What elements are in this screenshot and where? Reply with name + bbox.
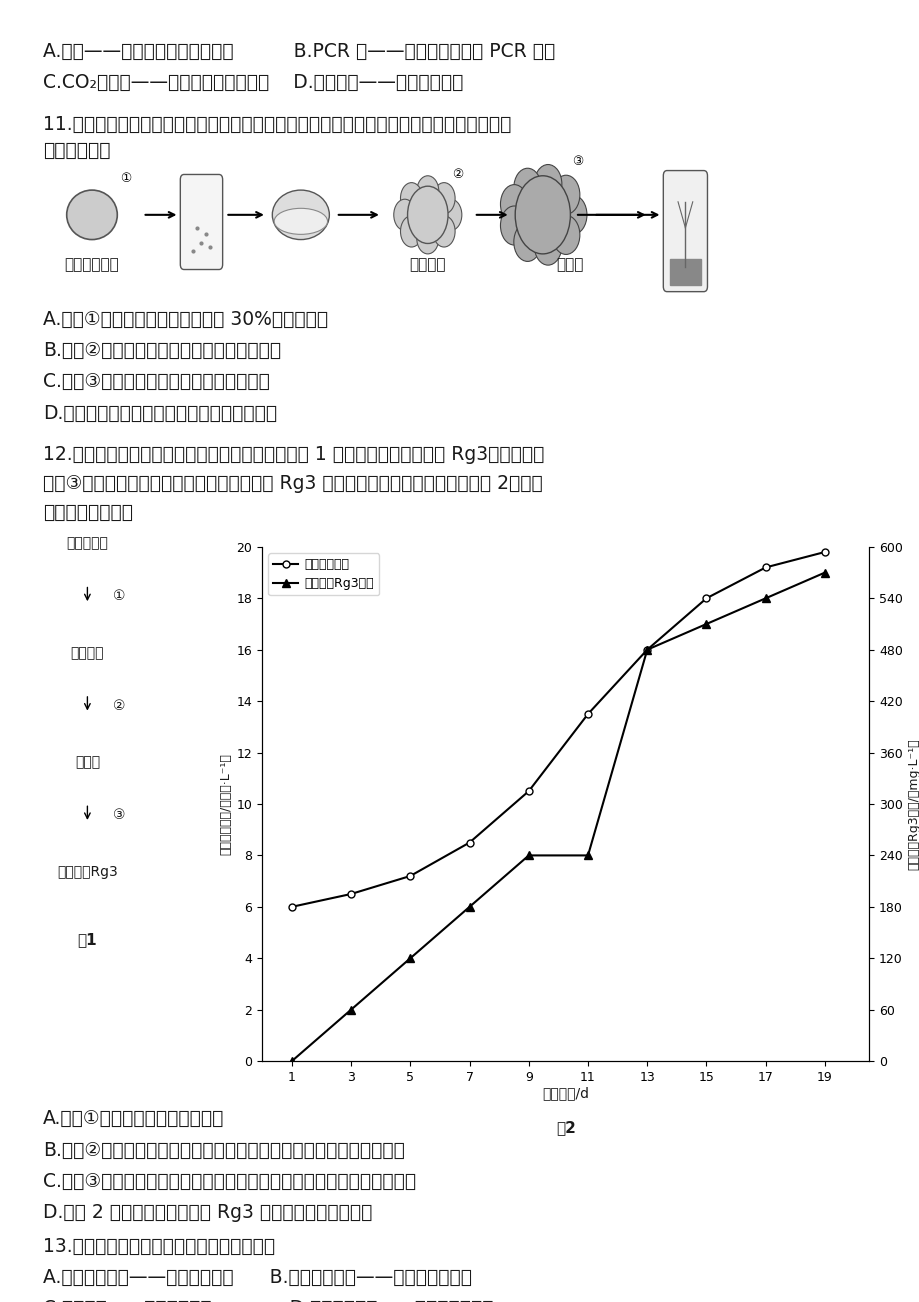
人参细胞产量: [286, 898, 297, 914]
Line: 人参皂苷Rg3产量: 人参皂苷Rg3产量: [288, 569, 828, 1065]
Ellipse shape: [274, 208, 327, 234]
Text: A.肝素——诱导精子与卵细胞受精          B.PCR 仪——对目的基因进行 PCR 扩增: A.肝素——诱导精子与卵细胞受精 B.PCR 仪——对目的基因进行 PCR 扩增: [43, 42, 555, 61]
Circle shape: [500, 206, 528, 245]
X-axis label: 培养天数/d: 培养天数/d: [541, 1087, 589, 1100]
Circle shape: [534, 227, 562, 266]
Circle shape: [513, 223, 540, 262]
Circle shape: [433, 182, 455, 214]
FancyBboxPatch shape: [663, 171, 707, 292]
Text: B.过程②常需用胰词白酶或胶原词白酶处理将愿伤组织分散成单个细胞: B.过程②常需用胰词白酶或胶原词白酶处理将愿伤组织分散成单个细胞: [43, 1141, 404, 1160]
人参细胞产量: [523, 784, 534, 799]
Text: A.过程①获得的原生质体需悬浮在 30%蕌糖溶液中: A.过程①获得的原生质体需悬浮在 30%蕌糖溶液中: [43, 310, 328, 329]
Circle shape: [559, 195, 586, 234]
Circle shape: [515, 176, 570, 254]
Circle shape: [439, 199, 461, 230]
人参皂苷Rg3产量: [641, 642, 652, 658]
人参细胞产量: [582, 706, 593, 721]
Circle shape: [393, 199, 415, 230]
人参皂苷Rg3产量: [523, 848, 534, 863]
Text: 叙述正确的是: 叙述正确的是: [43, 141, 110, 160]
人参细胞产量: [641, 642, 652, 658]
人参细胞产量: [463, 835, 474, 850]
Text: C.过程③通常采用振荡培养，除有利于增加溶解氧外，还能防止细胞聚集: C.过程③通常采用振荡培养，除有利于增加溶解氧外，还能防止细胞聚集: [43, 1172, 416, 1191]
Circle shape: [407, 186, 448, 243]
Circle shape: [400, 182, 422, 214]
Circle shape: [400, 216, 422, 247]
Text: D.由图 2 可知，影响人参皂苷 Rg3 产量的因素是培养时间: D.由图 2 可知，影响人参皂苷 Rg3 产量的因素是培养时间: [43, 1203, 372, 1223]
人参细胞产量: [700, 590, 711, 605]
Text: 愿伤组织: 愿伤组织: [409, 258, 446, 272]
Text: 人参皂苷Rg3: 人参皂苷Rg3: [57, 865, 118, 879]
Text: C.过程③需用秋水仙素处理诱导细胞壁再生: C.过程③需用秋水仙素处理诱导细胞壁再生: [43, 372, 270, 392]
人参皂苷Rg3产量: [404, 950, 415, 966]
Y-axis label: 人参细胞产量/（千克·L⁻¹）: 人参细胞产量/（千克·L⁻¹）: [220, 753, 233, 855]
Text: 图2: 图2: [555, 1120, 575, 1135]
人参皂苷Rg3产量: [346, 1003, 357, 1018]
Text: ①: ①: [120, 172, 131, 185]
Text: 愿伤组织: 愿伤组织: [71, 646, 104, 660]
Text: 11.为探究矮甤牛原生质体的培养条件和植株再生能力，某研究小组的实验过程如下图。下列: 11.为探究矮甤牛原生质体的培养条件和植株再生能力，某研究小组的实验过程如下图。…: [43, 115, 511, 134]
Text: C.CO₂培养筱——仅用于动物细胞培养    D.聚乙二醇——诱导细胞分化: C.CO₂培养筱——仅用于动物细胞培养 D.聚乙二醇——诱导细胞分化: [43, 73, 463, 92]
人参皂苷Rg3产量: [463, 898, 474, 914]
Text: ③: ③: [113, 809, 126, 822]
Ellipse shape: [67, 190, 118, 240]
人参皂苷Rg3产量: [759, 590, 770, 605]
Text: 13.下列生命科学新技术与应用匹配错误的是: 13.下列生命科学新技术与应用匹配错误的是: [43, 1237, 275, 1256]
Circle shape: [551, 215, 579, 254]
人参细胞产量: [819, 544, 830, 560]
人参细胞产量: [404, 868, 415, 884]
Text: A.过程①体现了植物细胞的全能性: A.过程①体现了植物细胞的全能性: [43, 1109, 224, 1129]
Text: 相关叙述正确的是: 相关叙述正确的是: [43, 503, 133, 522]
Text: D.原生质体虽无细胞壁但仍保持细胞的全能性: D.原生质体虽无细胞壁但仍保持细胞的全能性: [43, 404, 277, 423]
Text: ②: ②: [113, 699, 126, 712]
Ellipse shape: [272, 190, 329, 240]
Legend: 人参细胞产量, 人参皂苷Rg3产量: 人参细胞产量, 人参皂苷Rg3产量: [268, 553, 379, 595]
人参皂苷Rg3产量: [286, 1053, 297, 1069]
人参皂苷Rg3产量: [582, 848, 593, 863]
FancyBboxPatch shape: [180, 174, 222, 270]
Y-axis label: 人参皂苷Rg3产量/（mg·L⁻¹）: 人参皂苷Rg3产量/（mg·L⁻¹）: [906, 738, 919, 870]
Text: 12.人参皂苷具有抗肿瘾等作用，科研人员设计如图 1 所示流程制备人参皂苷 Rg3，并研究了: 12.人参皂苷具有抗肿瘾等作用，科研人员设计如图 1 所示流程制备人参皂苷 Rg…: [43, 445, 544, 465]
Circle shape: [534, 164, 562, 203]
Circle shape: [500, 185, 528, 224]
Text: 细胞株: 细胞株: [74, 755, 100, 769]
Text: ①: ①: [113, 590, 126, 603]
人参细胞产量: [759, 560, 770, 575]
Text: ②: ②: [452, 168, 463, 181]
Text: 图1: 图1: [77, 932, 97, 948]
Text: 人参外植体: 人参外植体: [66, 536, 108, 551]
Text: 丛生芽: 丛生芽: [556, 258, 584, 272]
Text: C.克隆技术——培育试管婴儿             D.植物组织培养——培育单倍体植物: C.克隆技术——培育试管婴儿 D.植物组织培养——培育单倍体植物: [43, 1299, 494, 1302]
Bar: [669, 259, 700, 285]
Circle shape: [416, 176, 438, 207]
Text: ③: ③: [572, 155, 583, 168]
Circle shape: [551, 176, 579, 215]
Line: 人参细胞产量: 人参细胞产量: [288, 548, 827, 910]
人参皂苷Rg3产量: [700, 616, 711, 631]
Text: 悬浮原生质体: 悬浮原生质体: [64, 258, 119, 272]
Text: A.动物细胞培养——皮肤自体移植      B.显微注射技术——培育转基因动物: A.动物细胞培养——皮肤自体移植 B.显微注射技术——培育转基因动物: [43, 1268, 471, 1288]
Circle shape: [416, 223, 438, 254]
人参皂苷Rg3产量: [819, 565, 830, 581]
Text: 过程③生物反应器中人参细胞产量、人参皂苷 Rg3 产量随培养时间的变化，结果如图 2。下列: 过程③生物反应器中人参细胞产量、人参皂苷 Rg3 产量随培养时间的变化，结果如图…: [43, 474, 542, 493]
人参细胞产量: [346, 887, 357, 902]
Circle shape: [433, 216, 455, 247]
Text: B.过程②需提高生长素的比例以促进芽的分化: B.过程②需提高生长素的比例以促进芽的分化: [43, 341, 281, 361]
Circle shape: [513, 168, 540, 207]
